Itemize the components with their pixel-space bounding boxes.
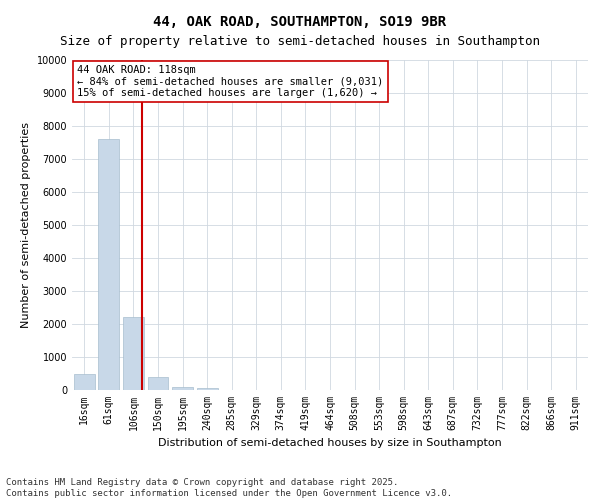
Bar (123, 318, 144, 390)
Text: 44 OAK ROAD: 118sqm
← 84% of semi-detached houses are smaller (9,031)
15% of sem: 44 OAK ROAD: 118sqm ← 84% of semi-detach… (77, 65, 383, 98)
Bar (197, 388, 218, 390)
Bar (148, 377, 169, 390)
Bar (98, 139, 119, 390)
Text: Contains HM Land Registry data © Crown copyright and database right 2025.
Contai: Contains HM Land Registry data © Crown c… (6, 478, 452, 498)
Bar (172, 386, 193, 390)
X-axis label: Distribution of semi-detached houses by size in Southampton: Distribution of semi-detached houses by … (158, 438, 502, 448)
Y-axis label: Number of semi-detached properties: Number of semi-detached properties (21, 122, 31, 328)
Bar (74, 374, 95, 390)
Text: Size of property relative to semi-detached houses in Southampton: Size of property relative to semi-detach… (60, 35, 540, 48)
Text: 44, OAK ROAD, SOUTHAMPTON, SO19 9BR: 44, OAK ROAD, SOUTHAMPTON, SO19 9BR (154, 15, 446, 29)
